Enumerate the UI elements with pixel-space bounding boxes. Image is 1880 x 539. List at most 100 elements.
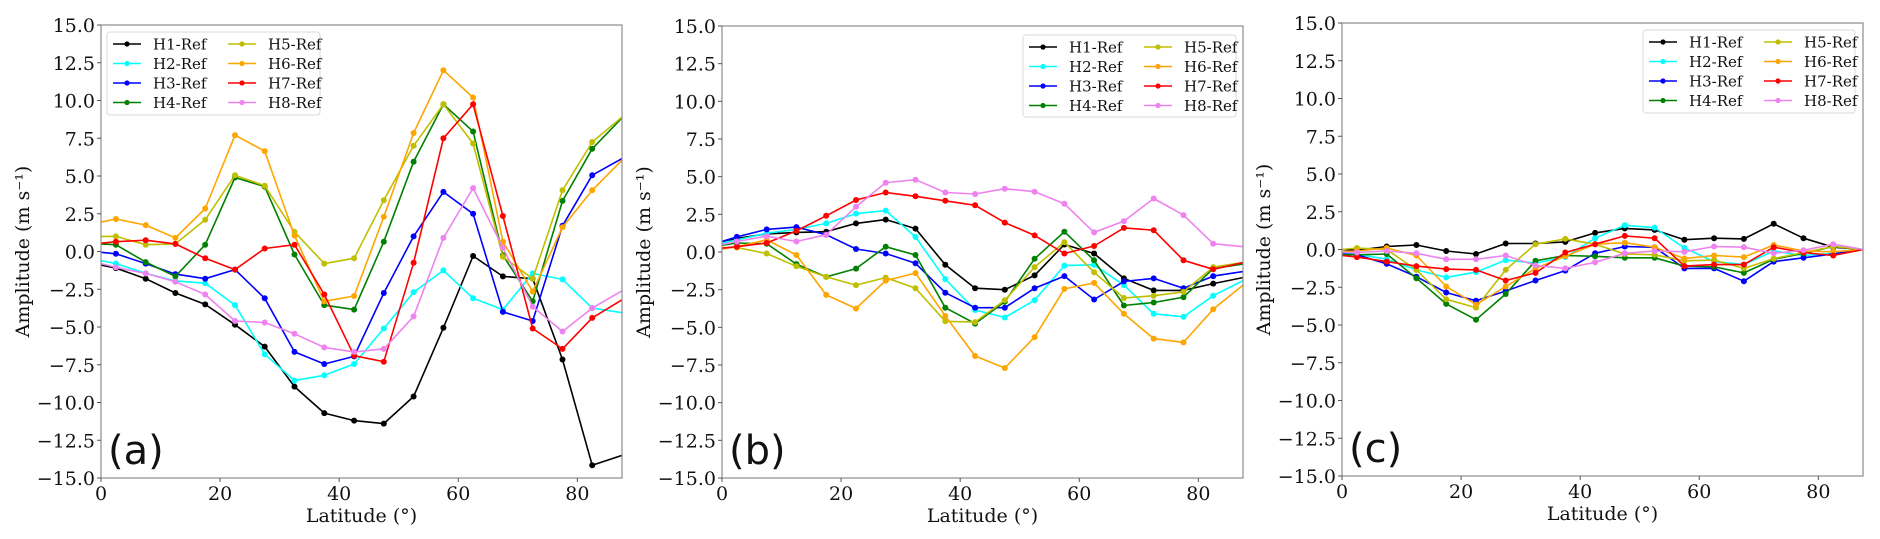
data-point-h7-ref <box>380 358 387 365</box>
legend-box <box>106 31 321 116</box>
data-point-h8-ref <box>1621 250 1628 257</box>
y-tick-label: 12.5 <box>674 54 716 76</box>
data-point-h7-ref <box>1210 266 1217 273</box>
data-point-h7-ref <box>172 240 179 247</box>
data-point-h3-ref <box>410 233 417 240</box>
series-group <box>101 67 622 469</box>
data-point-h7-ref <box>1031 232 1038 239</box>
series-group <box>722 176 1243 371</box>
legend-label: H8-Ref <box>1184 97 1239 115</box>
legend-label: H4-Ref <box>1689 92 1744 110</box>
data-point-h3-ref <box>942 289 949 296</box>
data-point-h3-ref <box>853 246 859 252</box>
data-point-h7-ref <box>1001 219 1008 226</box>
data-point-h6-ref <box>529 288 536 295</box>
data-point-h1-ref <box>853 220 859 227</box>
data-point-h8-ref <box>1001 185 1008 192</box>
legend-label: H5-Ref <box>268 36 323 54</box>
data-point-h5-ref <box>202 216 209 223</box>
data-point-h8-ref <box>1031 188 1038 195</box>
y-tick-label: −7.5 <box>670 355 716 377</box>
x-tick-label: 80 <box>565 483 589 505</box>
data-point-h8-ref <box>882 179 889 186</box>
data-point-h7-ref <box>1532 269 1539 276</box>
panel-b: −15.0 −12.5 −10.0 −7.5 −5.0 −2.5 0.0 2.5 5.0 7.5 1… <box>633 16 1244 527</box>
legend-item: H8-Ref <box>1764 92 1859 110</box>
data-point-h8-ref <box>142 270 149 277</box>
data-point-h1-ref <box>1473 251 1479 257</box>
data-point-h2-ref <box>291 377 298 384</box>
data-point-h7-ref <box>291 241 298 248</box>
data-point-h6-ref <box>1120 310 1127 317</box>
data-point-h2-ref <box>1001 314 1008 321</box>
data-point-h3-ref <box>1532 277 1539 284</box>
data-point-h1-ref <box>172 290 179 296</box>
data-point-h6-ref <box>351 293 358 299</box>
series-line-h4-ref <box>101 103 622 311</box>
legend-box <box>1642 29 1856 114</box>
data-point-h5-ref <box>261 182 268 189</box>
data-point-h7-ref <box>1120 224 1127 231</box>
data-point-h7-ref <box>1353 254 1360 261</box>
data-point-h7-ref <box>321 291 328 298</box>
panel-label: (b) <box>729 428 786 474</box>
y-tick-label: −5.0 <box>49 317 95 339</box>
data-point-h4-ref <box>1532 257 1539 264</box>
data-point-h8-ref <box>1061 200 1068 207</box>
legend-marker <box>239 41 245 47</box>
data-point-h8-ref <box>1711 243 1718 250</box>
data-point-h8-ref <box>763 233 770 240</box>
data-point-h1-ref <box>912 225 919 232</box>
legend-marker <box>1155 83 1161 89</box>
legend-marker <box>239 99 245 106</box>
legend-marker <box>1155 63 1161 70</box>
data-point-h4-ref <box>202 241 209 248</box>
data-point-h6-ref <box>112 216 119 222</box>
data-point-h5-ref <box>1770 255 1777 262</box>
data-point-h8-ref <box>1532 262 1539 269</box>
series-line-h1-ref <box>722 218 1243 292</box>
data-point-h3-ref <box>380 290 387 296</box>
data-point-h2-ref <box>1502 257 1509 264</box>
data-point-h1-ref <box>1502 240 1509 247</box>
data-point-h1-ref <box>440 324 447 331</box>
data-point-h5-ref <box>380 197 387 204</box>
legend-item: H4-Ref <box>1649 92 1744 110</box>
data-point-h3-ref <box>321 361 328 367</box>
legend-marker <box>1155 102 1161 109</box>
data-point-h6-ref <box>1681 255 1688 262</box>
data-point-h1-ref <box>589 462 596 469</box>
y-tick-label: 2.5 <box>1306 202 1336 224</box>
data-point-h2-ref <box>823 220 830 227</box>
data-point-h7-ref <box>1770 244 1777 251</box>
data-point-h4-ref <box>1473 316 1479 323</box>
data-point-h8-ref <box>1120 218 1127 225</box>
data-point-h2-ref <box>1621 222 1628 229</box>
legend-item: H7-Ref <box>228 75 323 93</box>
data-point-h5-ref <box>529 275 536 282</box>
data-point-h7-ref <box>112 238 119 245</box>
data-point-h5-ref <box>499 253 506 260</box>
y-axis-label: Amplitude (m s⁻¹) <box>633 166 655 339</box>
legend-item: H3-Ref <box>1649 73 1744 91</box>
data-point-h6-ref <box>291 232 298 239</box>
y-tick-label: −12.5 <box>37 430 95 452</box>
data-point-h5-ref <box>589 139 596 145</box>
legend-item: H1-Ref <box>1649 34 1744 52</box>
data-point-h5-ref <box>1031 264 1038 271</box>
series-line-h8-ref <box>722 178 1243 248</box>
data-point-h1-ref <box>942 261 949 268</box>
data-point-h5-ref <box>321 260 328 267</box>
data-point-h3-ref <box>733 233 740 240</box>
data-point-h4-ref <box>1180 294 1187 301</box>
y-tick-label: −12.5 <box>1278 428 1336 450</box>
data-point-h8-ref <box>351 348 358 355</box>
data-point-h2-ref <box>882 207 889 214</box>
data-point-h8-ref <box>942 189 949 196</box>
legend-item: H4-Ref <box>1029 97 1124 115</box>
data-point-h6-ref <box>440 67 447 74</box>
data-point-h8-ref <box>1681 248 1688 255</box>
legend-item: H6-Ref <box>1764 53 1859 71</box>
data-point-h1-ref <box>499 273 506 280</box>
